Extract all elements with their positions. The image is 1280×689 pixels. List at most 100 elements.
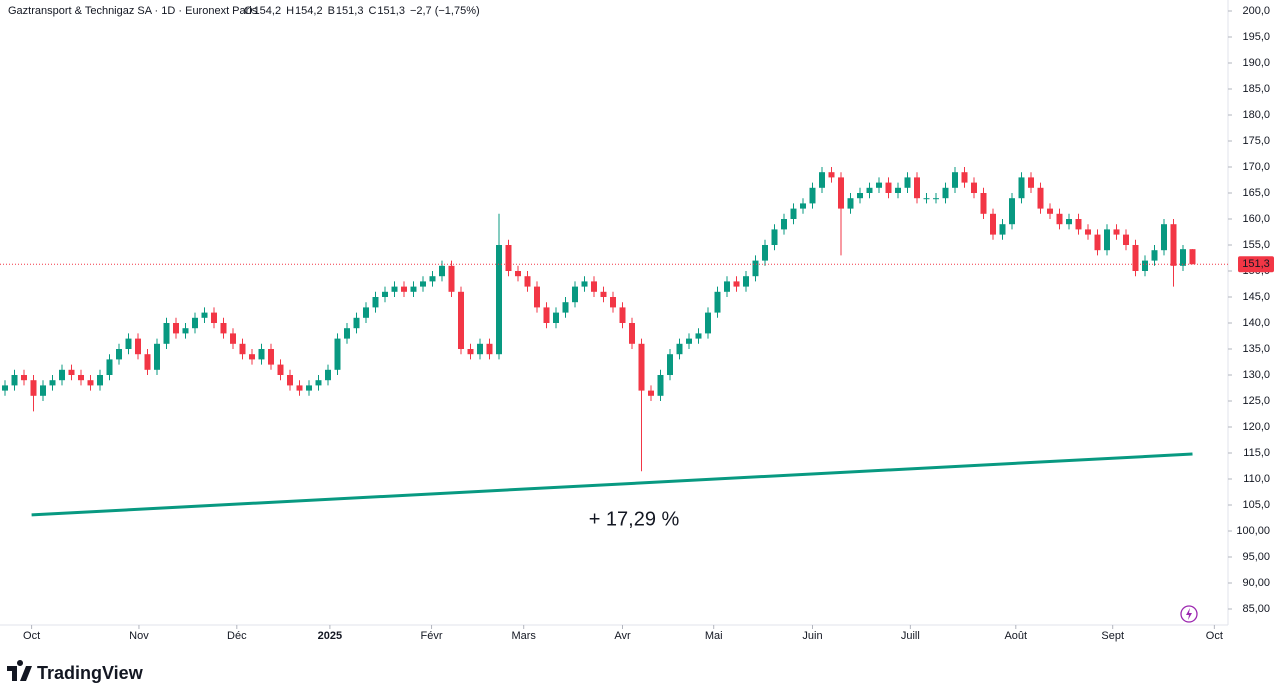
y-tick-label: 125,0 — [1242, 395, 1270, 407]
candle-body — [743, 276, 749, 287]
candle-body — [724, 281, 730, 292]
ohlc-value: 154,2 — [254, 5, 282, 17]
candle-body — [467, 349, 474, 355]
candle-body — [277, 364, 284, 375]
candle-body — [1123, 234, 1129, 245]
y-tick-label: 110,0 — [1243, 473, 1270, 485]
candle-body — [59, 369, 65, 381]
candle-body — [1189, 249, 1196, 265]
last-price-tag — [1238, 256, 1274, 273]
x-tick-label: Avr — [614, 630, 631, 642]
ohlc-value: 151,3 — [336, 5, 364, 17]
candle-body — [486, 343, 493, 355]
candle-body — [961, 172, 968, 183]
ohlc-key: O — [244, 5, 253, 17]
candle-body — [344, 328, 350, 339]
candle-body — [1132, 245, 1139, 271]
candle-body — [211, 312, 217, 323]
candle-body — [1094, 234, 1101, 251]
candle-body — [268, 349, 274, 365]
y-tick-label: 130,0 — [1242, 369, 1270, 381]
candle-body — [771, 229, 778, 245]
candle-body — [980, 193, 987, 214]
y-tick-label: 190,0 — [1242, 57, 1270, 69]
candle-body — [458, 291, 464, 349]
candle-body — [733, 281, 740, 287]
x-tick-label: Oct — [23, 630, 40, 642]
candle-body — [353, 317, 360, 329]
candle-body — [30, 380, 37, 396]
candle-body — [1028, 177, 1034, 188]
ohlc-key: C — [368, 5, 376, 17]
x-tick-label: Oct — [1206, 630, 1223, 642]
symbol: Gaztransport & Technigaz SA · 1D · Euron… — [8, 5, 258, 17]
candle-body — [524, 276, 531, 287]
candle-body — [505, 245, 512, 271]
candle-body — [144, 354, 151, 370]
candle-body — [1009, 198, 1015, 225]
trendline — [31, 452, 1193, 517]
candle-body — [1104, 229, 1110, 251]
candle-body — [1018, 177, 1025, 199]
y-tick-label: 135,0 — [1242, 343, 1270, 355]
candle-body — [1066, 219, 1072, 225]
candle-body — [695, 333, 702, 339]
candle-body — [173, 323, 179, 334]
candle-body — [391, 286, 398, 292]
candle-body — [1161, 224, 1167, 251]
candle-body — [40, 385, 46, 396]
candle-body — [1037, 187, 1044, 209]
y-tick-label: 120,0 — [1242, 421, 1270, 433]
candle-body — [372, 297, 379, 308]
candle-body — [68, 369, 75, 375]
candle-body — [1113, 229, 1120, 235]
candle-body — [657, 375, 664, 396]
candle-body — [87, 380, 94, 386]
candle-body — [258, 349, 265, 360]
x-tick-label: Sept — [1101, 630, 1124, 642]
candle-body — [97, 375, 103, 386]
candle-body — [334, 338, 341, 370]
candle-body — [971, 182, 977, 193]
candle-body — [809, 187, 816, 204]
candle-body — [106, 359, 113, 375]
candle-body — [1047, 208, 1053, 214]
candle-body — [382, 291, 388, 297]
candle-body — [999, 224, 1006, 235]
y-tick-label: 145,0 — [1242, 291, 1270, 303]
ohlc-legend: O 154,2 H 154,2 B 151,3 C 151,3 −2,7 (−1,75%) — [244, 5, 480, 17]
y-tick-label: 105,0 — [1242, 499, 1270, 511]
y-tick-label: 85,00 — [1242, 603, 1270, 615]
candle-body — [1151, 250, 1158, 261]
candle-body — [2, 385, 8, 391]
y-tick-label: 90,00 — [1242, 577, 1270, 589]
candle-body — [1180, 249, 1186, 266]
logo-mark — [7, 660, 32, 681]
candle-body — [325, 369, 331, 381]
candle-body — [667, 354, 673, 375]
candle-body — [448, 265, 455, 292]
y-tick-label: 180,0 — [1242, 109, 1270, 121]
x-tick-label: Mars — [511, 630, 536, 642]
y-tick-label: 115,0 — [1243, 447, 1270, 459]
candle-body — [600, 291, 607, 297]
candle-body — [914, 177, 920, 199]
y-tick-label: 165,0 — [1242, 187, 1270, 199]
candle-body — [800, 203, 806, 209]
candle-body — [819, 172, 825, 188]
candle-body — [315, 380, 322, 386]
y-tick-label: 95,00 — [1242, 551, 1270, 563]
candle-body — [572, 286, 578, 303]
candle-body — [78, 375, 84, 381]
candle-body — [21, 375, 27, 381]
x-tick-label: Déc — [227, 630, 247, 642]
candle-body — [705, 312, 711, 334]
candle-body — [496, 245, 502, 355]
lightning-icon[interactable] — [1180, 605, 1198, 623]
x-tick-label: Juin — [802, 630, 822, 642]
candle-body — [553, 312, 559, 323]
candle-body — [230, 333, 236, 344]
candle-body — [581, 281, 588, 287]
candle-body — [1075, 219, 1082, 230]
